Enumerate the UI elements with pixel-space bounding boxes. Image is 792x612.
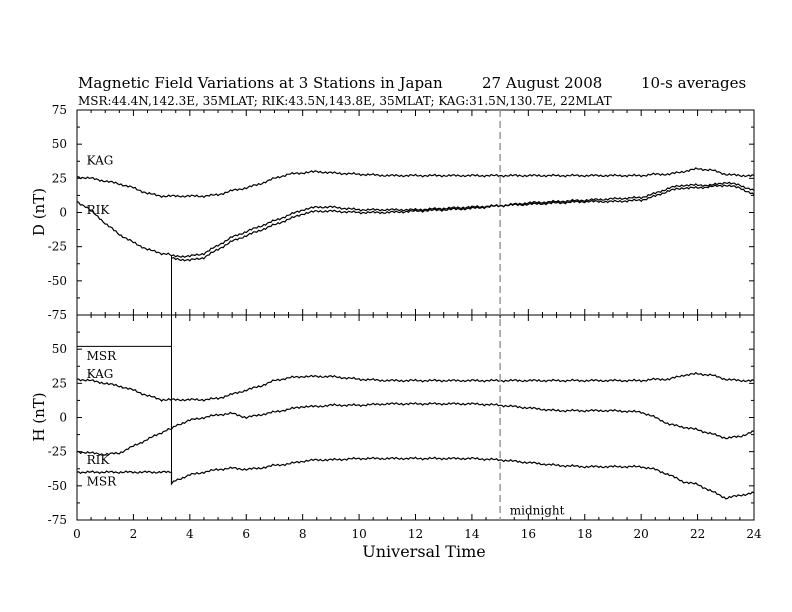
h-series-rik-line [76,401,755,456]
d-y-tick-label: 50 [52,137,67,151]
d-series-label: KAG [87,154,114,168]
h-y-tick-label: -50 [48,479,67,493]
x-tick-label: 0 [73,527,81,541]
x-tick-label: 4 [186,527,194,541]
x-tick-label: 16 [521,527,536,541]
d-y-tick-label: 25 [52,171,67,185]
d-annotations: KAG RIK [87,154,114,217]
x-tick-label: 8 [299,527,307,541]
h-series-msr-line [76,456,755,500]
h-series-label: RIK [87,453,111,467]
x-tick-label: 6 [242,527,250,541]
d-y-tick-label: 0 [59,206,67,220]
chart-date: 27 August 2008 [482,74,602,92]
d-y-tick-label: -75 [48,308,67,322]
d-series-label: RIK [87,203,111,217]
d-panel-frame [76,109,755,316]
h-panel-frame [76,314,755,521]
station-coordinates: MSR:44.4N,142.3E, 35MLAT; RIK:43.5N,143.… [78,94,612,108]
x-axis-label: Universal Time [362,542,485,561]
h-axis-label: H (nT) [30,392,48,441]
d-y-tick-label: -25 [48,240,67,254]
h-series-kag-line [76,371,755,402]
x-tick-label: 24 [746,527,762,541]
h-series-label: KAG [87,367,114,381]
d-y-tick-label: 75 [52,103,67,117]
x-tick-label: 12 [408,527,423,541]
d-y-ticks: 75 50 25 0 -25 -50 -75 [48,103,754,322]
h-series-label: MSR [87,475,118,489]
h-y-tick-label: 50 [52,342,67,356]
h-y-tick-label: 0 [59,411,67,425]
x-tick-label: 22 [690,527,705,541]
h-series-label: MSR [87,349,118,363]
chart-averaging: 10-s averages [641,74,746,92]
chart-title: Magnetic Field Variations at 3 Stations … [78,74,443,92]
h-annotations: MSR KAG RIK MSR midnight [87,349,565,517]
x-tick-label: 20 [634,527,649,541]
x-tick-label: 14 [464,527,480,541]
h-y-ticks: 50 25 0 -25 -50 -75 [48,331,754,527]
h-y-tick-label: -75 [48,513,67,527]
h-series-label: midnight [510,503,565,517]
d-series-kag-line [76,167,755,199]
h-series [76,345,755,500]
d-series-msr-line [171,184,755,262]
d-series-rik-line [76,181,755,258]
d-axis-label: D (nT) [30,188,48,236]
x-axis-ticks: 0 2 4 6 8 10 12 14 16 18 20 22 24 [73,110,762,541]
h-y-tick-label: -25 [48,445,67,459]
d-component-panel: D (nT) 75 50 25 0 -25 -50 -75 KAG RIK [30,103,755,322]
d-y-tick-label: -50 [48,274,67,288]
x-tick-label: 2 [130,527,138,541]
x-tick-label: 10 [351,527,366,541]
x-tick-label: 18 [577,527,592,541]
d-series [76,167,755,262]
h-y-tick-label: 25 [52,376,67,390]
